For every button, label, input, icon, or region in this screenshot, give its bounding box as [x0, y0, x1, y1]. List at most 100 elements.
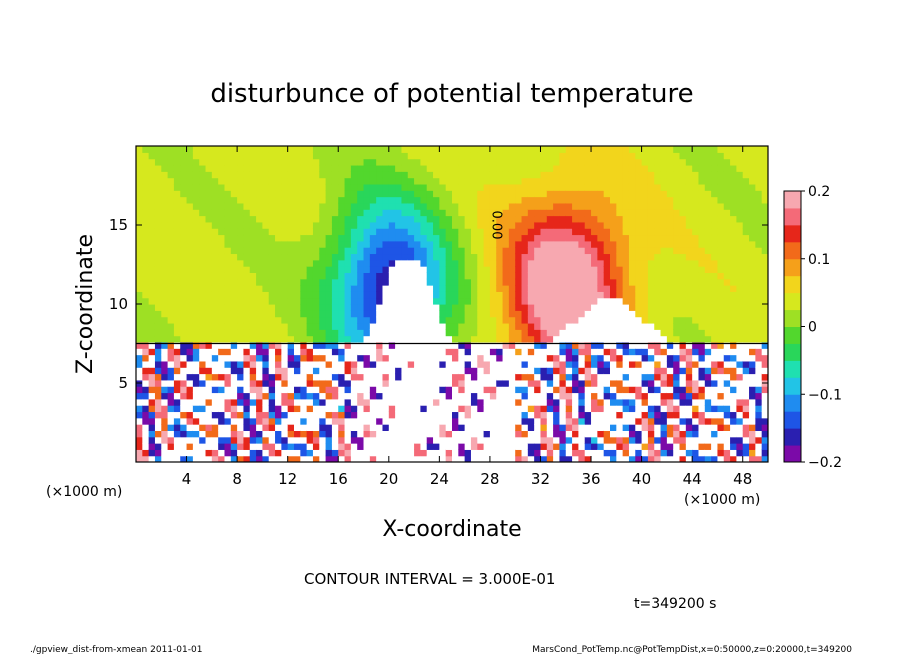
- field-cell: [262, 392, 270, 400]
- field-cell: [414, 259, 421, 267]
- field-cell: [458, 209, 466, 217]
- field-cell: [584, 158, 592, 166]
- field-cell: [749, 253, 756, 261]
- field-cell: [521, 373, 529, 381]
- field-cell: [319, 266, 327, 273]
- field-cell: [641, 304, 649, 311]
- field-cell: [704, 310, 712, 318]
- field-cell: [350, 177, 358, 185]
- field-cell: [489, 405, 497, 413]
- field-cell: [698, 386, 706, 394]
- field-cell: [508, 430, 516, 438]
- field-cell: [230, 443, 238, 450]
- field-cell: [439, 443, 447, 450]
- field-cell: [426, 443, 434, 450]
- field-cell: [180, 436, 188, 444]
- field-cell: [692, 304, 700, 311]
- field-cell: [230, 424, 238, 431]
- field-cell: [173, 164, 181, 172]
- field-cell: [616, 398, 624, 406]
- field-cell: [521, 436, 529, 444]
- field-cell: [344, 392, 352, 400]
- field-cell: [749, 417, 756, 425]
- field-cell: [338, 146, 346, 153]
- field-cell: [521, 316, 529, 324]
- field-cell: [666, 360, 674, 368]
- field-cell: [319, 304, 327, 311]
- field-cell: [698, 341, 706, 349]
- field-cell: [401, 278, 409, 286]
- field-cell: [230, 183, 238, 191]
- field-cell: [262, 240, 270, 248]
- field-cell: [376, 221, 384, 229]
- field-cell: [325, 266, 333, 273]
- field-cell: [382, 430, 390, 438]
- field-cell: [679, 297, 687, 305]
- field-cell: [161, 322, 169, 330]
- field-cell: [584, 341, 592, 349]
- field-cell: [363, 228, 371, 236]
- field-cell: [660, 341, 668, 349]
- field-cell: [319, 341, 327, 349]
- field-cell: [679, 285, 687, 292]
- field-cell: [521, 348, 529, 356]
- field-cell: [489, 285, 497, 292]
- field-cell: [363, 297, 371, 305]
- field-cell: [527, 196, 535, 204]
- field-cell: [553, 291, 561, 299]
- field-cell: [420, 430, 428, 438]
- field-cell: [527, 234, 535, 242]
- field-cell: [546, 392, 554, 400]
- field-cell: [730, 430, 737, 438]
- field-cell: [173, 234, 181, 242]
- field-cell: [192, 341, 200, 349]
- field-cell: [565, 171, 573, 179]
- field-cell: [281, 215, 289, 223]
- field-cell: [401, 209, 409, 217]
- field-cell: [230, 367, 238, 375]
- field-cell: [496, 278, 504, 286]
- field-cell: [376, 158, 384, 166]
- field-cell: [540, 411, 548, 419]
- field-cell: [256, 398, 263, 406]
- field-cell: [180, 322, 188, 330]
- field-cell: [262, 335, 270, 343]
- field-cell: [742, 386, 750, 394]
- field-cell: [357, 146, 365, 153]
- field-cell: [546, 436, 554, 444]
- field-cell: [635, 278, 643, 286]
- field-cell: [148, 310, 156, 318]
- field-cell: [154, 146, 162, 153]
- field-cell: [534, 202, 542, 210]
- field-cell: [483, 164, 491, 172]
- field-cell: [635, 449, 643, 457]
- field-cell: [546, 272, 554, 280]
- field-cell: [477, 405, 485, 413]
- field-cell: [319, 278, 327, 286]
- field-cell: [679, 234, 687, 242]
- field-cell: [237, 266, 245, 273]
- field-cell: [186, 164, 194, 172]
- field-cell: [230, 310, 238, 318]
- field-cell: [736, 405, 744, 413]
- field-cell: [237, 202, 245, 210]
- field-cell: [382, 266, 390, 273]
- field-cell: [426, 316, 434, 324]
- field-cell: [414, 253, 421, 261]
- field-cell: [224, 316, 232, 324]
- field-cell: [458, 228, 466, 236]
- field-cell: [249, 405, 257, 413]
- field-cell: [192, 310, 200, 318]
- field-cell: [452, 221, 459, 229]
- field-cell: [363, 405, 371, 413]
- field-cell: [521, 449, 529, 457]
- field-cell: [755, 297, 763, 305]
- field-cell: [211, 360, 219, 368]
- field-cell: [211, 386, 219, 394]
- field-cell: [704, 240, 712, 248]
- field-cell: [445, 253, 453, 261]
- field-cell: [622, 247, 630, 255]
- field-cell: [281, 417, 289, 425]
- field-cell: [243, 335, 251, 343]
- field-cell: [142, 278, 150, 286]
